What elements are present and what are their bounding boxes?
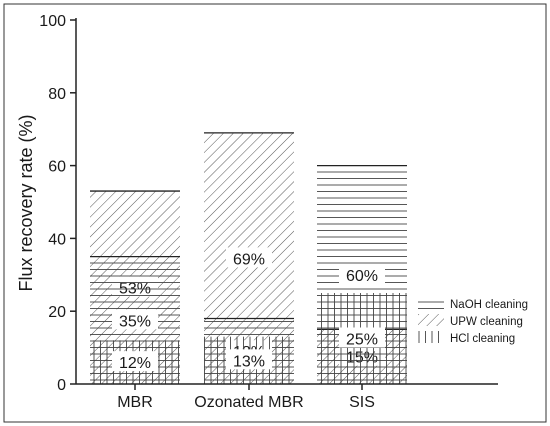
outer-frame	[3, 3, 547, 423]
data-label: 69%	[233, 251, 265, 268]
legend-swatch-horizontal-lines	[418, 297, 444, 309]
y-tick-label: 80	[48, 86, 66, 103]
data-label: 13%	[233, 353, 265, 370]
x-category-label: Ozonated MBR	[194, 394, 303, 411]
y-tick-label: 0	[57, 377, 66, 394]
x-axis: MBR Ozonated MBR SIS	[76, 383, 498, 411]
data-label: 60%	[346, 268, 378, 285]
data-label: 25%	[346, 332, 378, 349]
x-category-label: MBR	[117, 394, 153, 411]
data-label: 35%	[119, 313, 151, 330]
y-tick-label: 100	[39, 13, 66, 30]
data-label-background	[226, 349, 272, 370]
y-tick-label: 60	[48, 159, 66, 176]
legend-label: UPW cleaning	[450, 316, 523, 328]
x-category-label: SIS	[349, 394, 375, 411]
data-label-background	[339, 263, 385, 284]
legend: NaOH cleaning UPW cleaning HCl cleaning	[418, 297, 528, 345]
data-label-background	[112, 309, 158, 330]
data-label-background	[339, 327, 385, 348]
bars-group: 53%35%12%69%18%13%15%60%25%	[90, 132, 407, 384]
y-tick-label: 20	[48, 304, 66, 321]
legend-swatch-diagonal-hatch	[418, 314, 444, 326]
data-label-background	[226, 247, 272, 268]
y-tick-label: 40	[48, 231, 66, 248]
data-label: 12%	[119, 355, 151, 372]
y-axis-title: Flux recovery rate (%)	[16, 114, 36, 291]
legend-label: HCl cleaning	[450, 333, 515, 345]
data-label-background	[112, 351, 158, 372]
legend-swatch-vertical-lines	[418, 331, 444, 343]
y-axis: 0 20 40 60 80 100	[39, 13, 77, 394]
legend-label: NaOH cleaning	[450, 299, 528, 311]
